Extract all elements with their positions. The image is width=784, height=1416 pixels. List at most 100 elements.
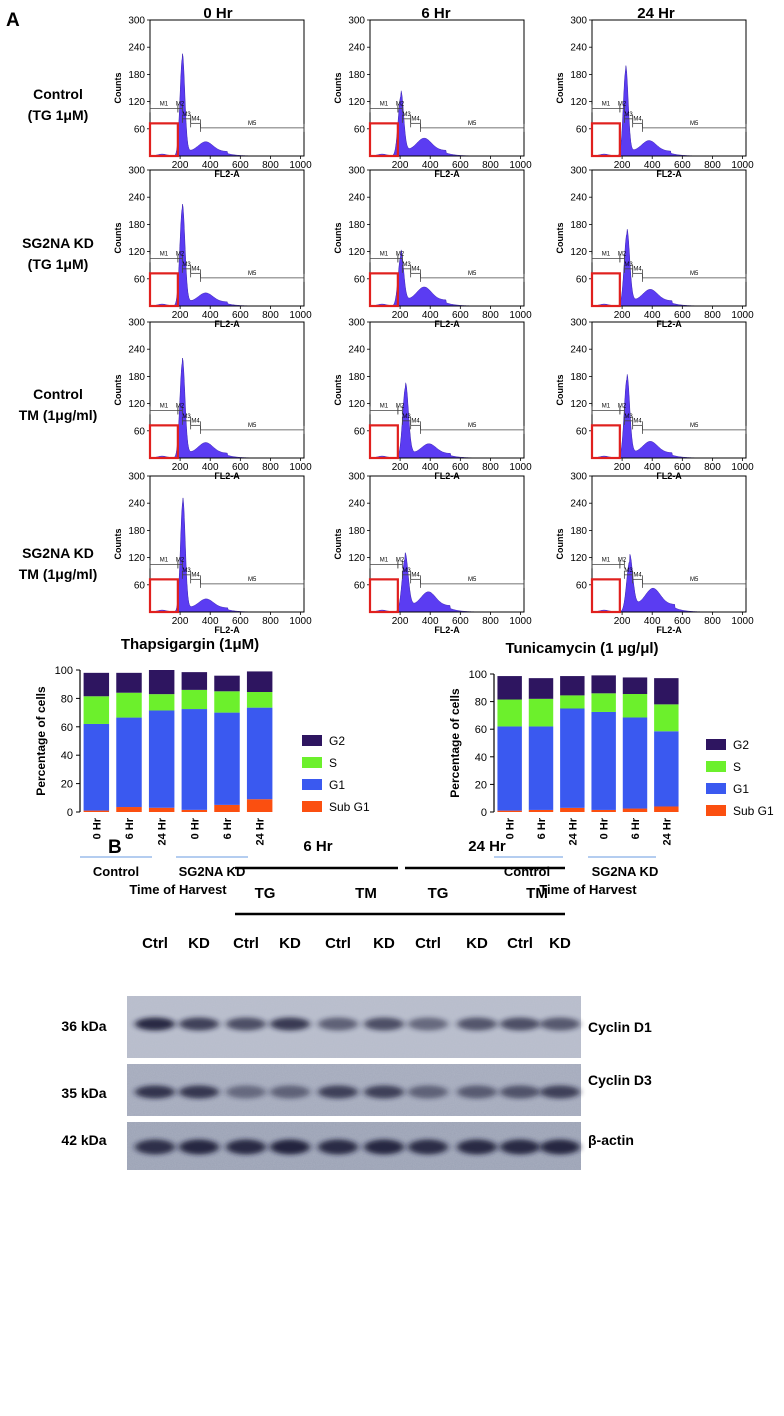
y-axis-label: Counts bbox=[555, 223, 565, 254]
kda-label-36: 36 kDa bbox=[61, 1018, 106, 1034]
gate-label: M5 bbox=[468, 271, 477, 277]
gate-label: M3 bbox=[624, 262, 633, 268]
xtick-label: 0 Hr bbox=[189, 817, 201, 839]
xtick-label: 200 bbox=[392, 462, 409, 473]
bar-segment-g1 bbox=[622, 717, 648, 809]
protein-band bbox=[500, 1139, 540, 1155]
histogram-area bbox=[592, 374, 746, 459]
x-axis-label: FL2-A bbox=[656, 625, 682, 635]
xtick-label: 200 bbox=[392, 160, 409, 171]
plot-frame bbox=[369, 475, 525, 613]
bar-segment-g2 bbox=[591, 675, 616, 694]
protein-band bbox=[179, 1139, 219, 1155]
legend-swatch bbox=[706, 761, 726, 772]
xtick-label: 400 bbox=[422, 160, 439, 171]
ytick-label: 60 bbox=[61, 722, 73, 734]
legend-label: G2 bbox=[329, 734, 345, 748]
x-axis-label: FL2-A bbox=[214, 625, 240, 635]
ytick-label: 60 bbox=[576, 426, 588, 437]
bar-segment-s bbox=[148, 694, 175, 711]
bar-segment-sub-g1 bbox=[497, 810, 522, 812]
blot-time-24hr: 24 Hr bbox=[468, 838, 506, 855]
gate-label: M3 bbox=[624, 112, 633, 118]
ytick-label: 120 bbox=[128, 97, 145, 108]
bar-segment-g2 bbox=[560, 676, 585, 696]
histogram-area bbox=[150, 357, 304, 459]
gate-label: M3 bbox=[402, 568, 411, 574]
protein-band bbox=[540, 1139, 580, 1155]
y-axis-label: Percentage of cells bbox=[34, 686, 48, 796]
gate-label: M2 bbox=[396, 101, 405, 107]
lane-label: KD bbox=[466, 935, 488, 952]
gate-label: M1 bbox=[602, 101, 611, 107]
bar-segment-g2 bbox=[116, 672, 142, 693]
y-axis-label: Counts bbox=[333, 529, 343, 560]
ytick-label: 300 bbox=[348, 16, 365, 27]
lane-label: Ctrl bbox=[142, 935, 168, 952]
plot-frame bbox=[149, 475, 305, 613]
gate-label: M4 bbox=[411, 266, 420, 272]
protein-band bbox=[364, 1085, 404, 1099]
gate-label: M4 bbox=[633, 418, 642, 424]
xtick-label: 600 bbox=[452, 310, 469, 321]
ytick-label: 180 bbox=[570, 70, 587, 81]
ytick-label: 120 bbox=[348, 553, 365, 564]
histogram-area bbox=[370, 551, 524, 613]
plot-frame bbox=[369, 19, 525, 157]
group-label: SG2NA KD bbox=[179, 864, 246, 879]
bar-segment-sub-g1 bbox=[528, 809, 554, 812]
xtick-label: 6 Hr bbox=[222, 817, 234, 839]
ytick-label: 60 bbox=[475, 724, 487, 736]
ytick-label: 300 bbox=[570, 16, 587, 27]
ytick-label: 240 bbox=[128, 345, 145, 356]
ytick-label: 180 bbox=[128, 372, 145, 383]
protein-band bbox=[408, 1017, 448, 1031]
subg1-highlight-box bbox=[148, 122, 179, 158]
gate-label: M2 bbox=[618, 557, 627, 563]
gate-label: M4 bbox=[633, 572, 642, 578]
gate-label: M2 bbox=[396, 557, 405, 563]
ytick-label: 240 bbox=[128, 193, 145, 204]
bar-segment-s bbox=[83, 696, 110, 724]
blot-strip-beta-actin bbox=[127, 1122, 581, 1170]
gate-label: M1 bbox=[160, 403, 169, 409]
subg1-highlight-box bbox=[368, 272, 399, 308]
flow-col-0hr: 0 Hr bbox=[203, 5, 232, 22]
xtick-label: 1000 bbox=[289, 616, 312, 627]
subg1-highlight-box bbox=[368, 424, 399, 460]
flow-row-3-line2: TM (1μg/ml) bbox=[19, 407, 98, 423]
xtick-label: 600 bbox=[232, 462, 249, 473]
gate-label: M5 bbox=[248, 423, 257, 429]
xtick-label: 6 Hr bbox=[536, 817, 548, 839]
x-axis-label: FL2-A bbox=[434, 319, 460, 329]
lane-label: KD bbox=[373, 935, 395, 952]
xtick-label: 200 bbox=[392, 310, 409, 321]
bar-segment-sub-g1 bbox=[148, 807, 175, 812]
subg1-highlight-box bbox=[148, 578, 179, 614]
ytick-label: 120 bbox=[348, 247, 365, 258]
xtick-label: 1000 bbox=[509, 616, 532, 627]
ytick-label: 240 bbox=[128, 43, 145, 54]
flow-plot-r2-c1: 300 240 180 120 60 200 400 600 800 1000 FL2-A Count… bbox=[113, 166, 312, 330]
xtick-label: 400 bbox=[422, 616, 439, 627]
protein-band bbox=[457, 1085, 497, 1099]
bar-segment-g2 bbox=[528, 678, 554, 699]
stacked-bar-chart-2: Tunicamycin (1 μg/μl) 0 20 40 60 80 100 Percent… bbox=[448, 640, 774, 897]
xtick-label: 0 Hr bbox=[91, 817, 103, 839]
bar-charts: Thapsigargin (1μM) 0 20 40 60 80 100 Percentage… bbox=[34, 636, 774, 897]
legend-label: S bbox=[329, 756, 337, 770]
flow-col-6hr: 6 Hr bbox=[421, 5, 450, 22]
xtick-label: 6 Hr bbox=[630, 817, 642, 839]
bar-segment-g1 bbox=[246, 707, 273, 800]
histogram-area bbox=[592, 554, 746, 613]
bar-segment-sub-g1 bbox=[654, 806, 679, 812]
ytick-label: 180 bbox=[128, 526, 145, 537]
gate-label: M5 bbox=[690, 423, 699, 429]
legend-label: G1 bbox=[329, 778, 345, 792]
xtick-label: 1000 bbox=[509, 462, 532, 473]
xtick-label: 600 bbox=[674, 616, 691, 627]
xtick-label: 600 bbox=[674, 160, 691, 171]
plot-frame bbox=[591, 19, 747, 157]
ytick-label: 60 bbox=[576, 124, 588, 135]
